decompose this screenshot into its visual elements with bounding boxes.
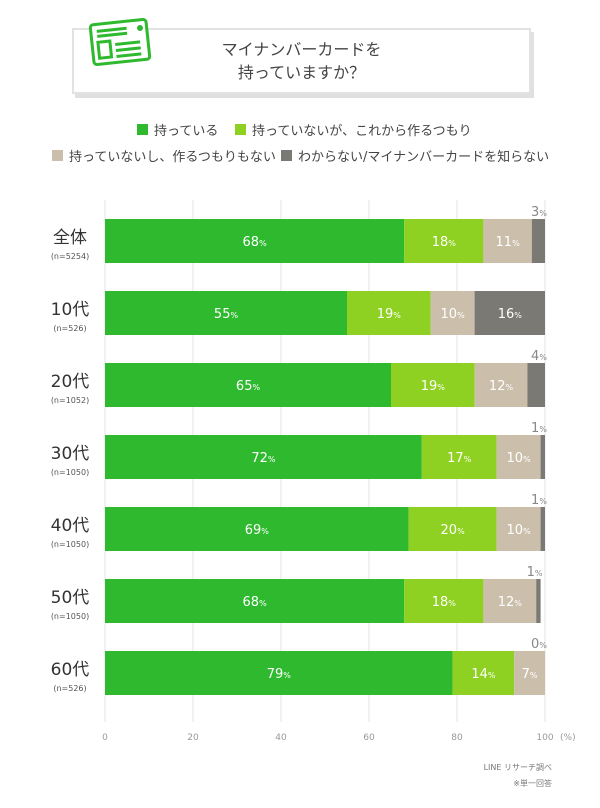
data-label: 12% bbox=[489, 379, 514, 394]
bar-segment bbox=[540, 435, 545, 479]
x-tick-label: 40 bbox=[275, 733, 287, 743]
bar-segment bbox=[105, 507, 409, 551]
bar-segment bbox=[404, 219, 484, 263]
bar-segment bbox=[404, 579, 484, 623]
data-label: 17% bbox=[447, 451, 472, 466]
data-label: 4% bbox=[531, 349, 547, 364]
x-tick-label: 60 bbox=[363, 733, 375, 743]
data-label: 14% bbox=[471, 667, 496, 682]
bar-segment bbox=[496, 507, 541, 551]
category-label: 60代 bbox=[51, 660, 90, 680]
legend-swatch bbox=[235, 124, 246, 135]
data-label: 12% bbox=[498, 595, 523, 610]
data-label: 10% bbox=[507, 523, 532, 538]
bar-segment bbox=[483, 579, 537, 623]
data-label: 20% bbox=[441, 523, 466, 538]
data-label: 18% bbox=[432, 235, 457, 250]
bar-segment bbox=[347, 291, 431, 335]
data-label: 7% bbox=[522, 667, 538, 682]
bar-segment bbox=[105, 579, 405, 623]
bar-segment bbox=[536, 579, 541, 623]
data-label: 11% bbox=[496, 235, 521, 250]
id-card-icon bbox=[88, 17, 152, 67]
sample-size-label: (n=1052) bbox=[51, 396, 89, 405]
data-label: 69% bbox=[245, 523, 270, 538]
data-label: 19% bbox=[421, 379, 446, 394]
category-label: 30代 bbox=[51, 444, 90, 464]
bar-segment bbox=[452, 651, 515, 695]
data-label: 1% bbox=[531, 421, 547, 436]
x-tick-label: 100 bbox=[536, 733, 553, 743]
bar-segment bbox=[496, 435, 541, 479]
bar-segment bbox=[527, 363, 545, 407]
bar-segment bbox=[421, 435, 497, 479]
legend-swatch bbox=[281, 150, 292, 161]
data-label: 19% bbox=[377, 307, 402, 322]
category-label: 50代 bbox=[51, 588, 90, 608]
legend-swatch bbox=[52, 150, 63, 161]
legend-label: 持っている bbox=[154, 124, 219, 139]
legend-swatch bbox=[137, 124, 148, 135]
legend-item-unknown: わからない/マイナンバーカードを知らない bbox=[281, 146, 549, 165]
legend-item-no-plan: 持っていないし、作るつもりもない bbox=[52, 146, 276, 165]
data-label: 10% bbox=[507, 451, 532, 466]
sample-size-label: (n=1050) bbox=[51, 468, 89, 477]
legend-item-have: 持っている bbox=[137, 120, 218, 139]
bar-segment bbox=[430, 291, 475, 335]
data-label: 10% bbox=[441, 307, 466, 322]
data-label: 55% bbox=[214, 307, 239, 322]
data-label: 16% bbox=[498, 307, 523, 322]
bar-segment bbox=[540, 507, 545, 551]
source-note: LINE リサーチ調べ bbox=[483, 763, 552, 772]
category-label: 10代 bbox=[51, 300, 90, 320]
bar-segment bbox=[474, 363, 528, 407]
bar-segment bbox=[474, 291, 545, 335]
chart-title: マイナンバーカードを 持っていますか？ bbox=[72, 38, 531, 84]
x-tick-label: 0 bbox=[102, 733, 108, 743]
data-label: 79% bbox=[267, 667, 292, 682]
title-line-1: マイナンバーカードを bbox=[221, 40, 382, 59]
bar-segment bbox=[105, 651, 453, 695]
bar-segment bbox=[531, 219, 545, 263]
x-tick-label: 20 bbox=[187, 733, 199, 743]
bar-segment bbox=[483, 219, 532, 263]
category-label: 全体 bbox=[53, 228, 87, 248]
response-note: ※単一回答 bbox=[513, 779, 552, 788]
sample-size-label: (n=1050) bbox=[51, 612, 89, 621]
data-label: 72% bbox=[251, 451, 276, 466]
x-tick-label: 80 bbox=[451, 733, 463, 743]
title-line-2: 持っていますか？ bbox=[237, 63, 366, 82]
sample-size-label: (n=526) bbox=[53, 324, 86, 333]
data-label: 1% bbox=[531, 493, 547, 508]
legend-label: わからない/マイナンバーカードを知らない bbox=[298, 150, 550, 165]
bar-segment bbox=[408, 507, 497, 551]
bar-segment bbox=[105, 435, 422, 479]
category-label: 40代 bbox=[51, 516, 90, 536]
data-label: 0% bbox=[531, 637, 547, 652]
category-label: 20代 bbox=[51, 372, 90, 392]
sample-size-label: (n=1050) bbox=[51, 540, 89, 549]
sample-size-label: (n=5254) bbox=[51, 252, 89, 261]
legend-label: 持っていないし、作るつもりもない bbox=[69, 150, 276, 165]
bar-segment bbox=[105, 219, 405, 263]
data-label: 18% bbox=[432, 595, 457, 610]
data-label: 68% bbox=[243, 235, 268, 250]
x-unit-label: (%) bbox=[560, 733, 576, 743]
legend-item-will-make: 持っていないが、これから作るつもり bbox=[235, 120, 472, 139]
bar-segment bbox=[514, 651, 545, 695]
data-label: 68% bbox=[243, 595, 268, 610]
bar-segment bbox=[391, 363, 475, 407]
sample-size-label: (n=526) bbox=[53, 684, 86, 693]
data-label: 65% bbox=[236, 379, 261, 394]
data-label: 3% bbox=[531, 205, 547, 220]
data-label: 1% bbox=[527, 565, 543, 580]
bar-segment bbox=[105, 291, 347, 335]
bar-segment bbox=[105, 363, 391, 407]
legend-label: 持っていないが、これから作るつもり bbox=[252, 124, 472, 139]
